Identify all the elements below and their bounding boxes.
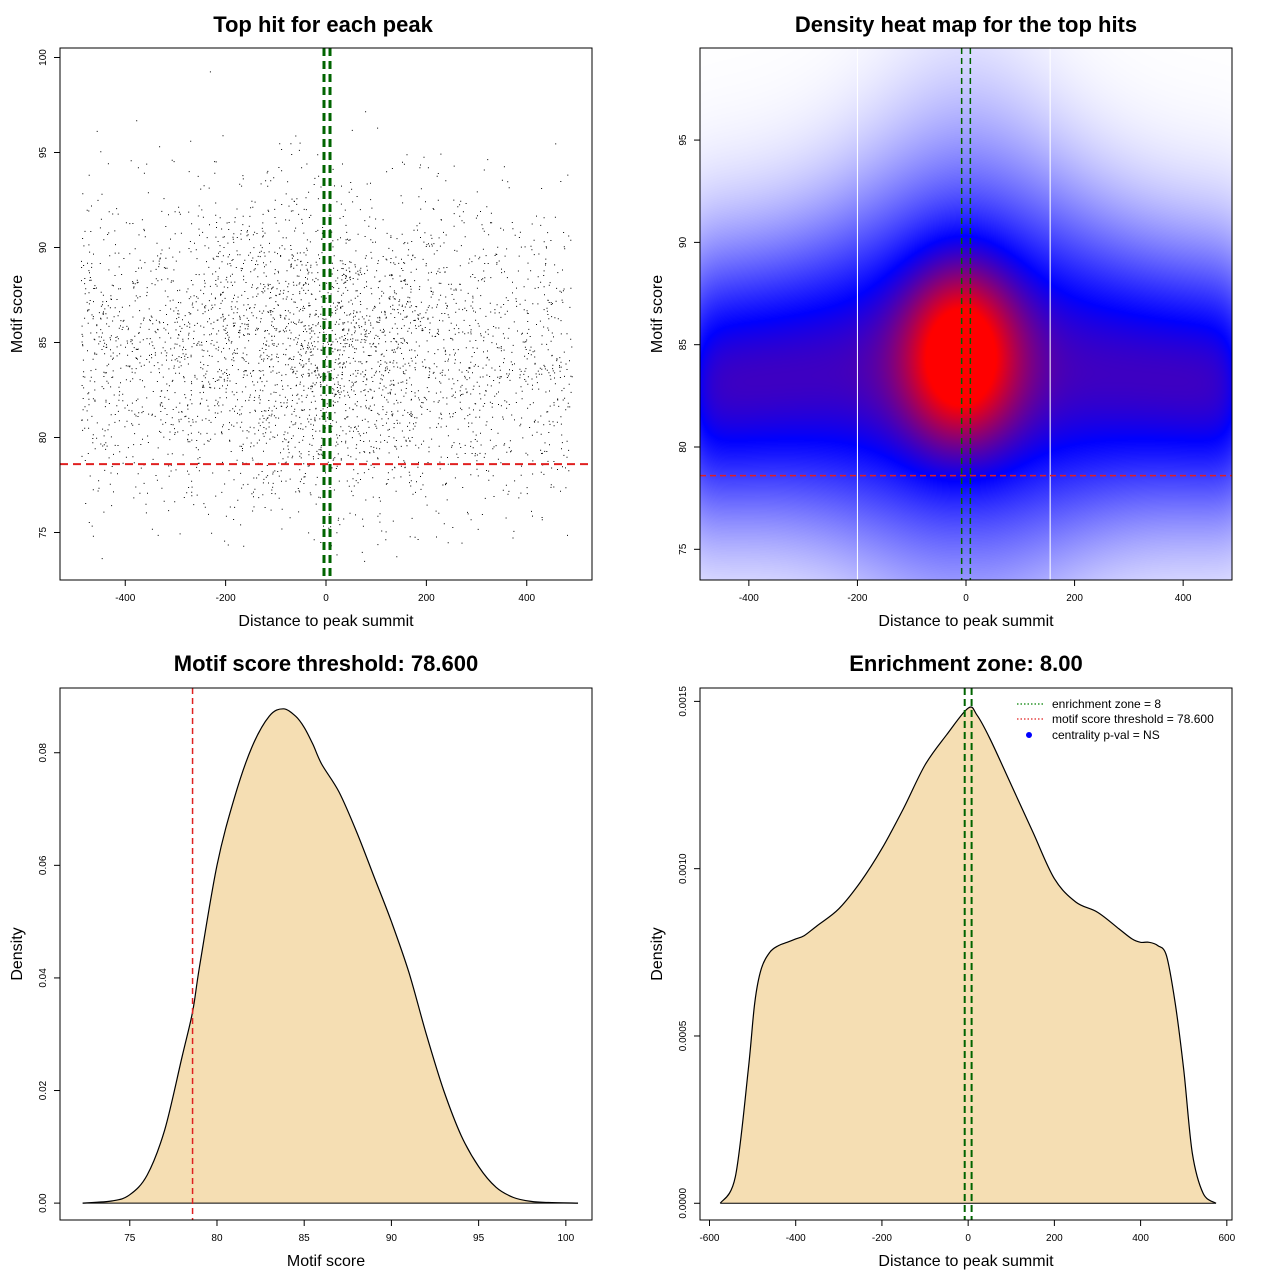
score-density-fill	[82, 708, 578, 1204]
heatmap-x-tick-label: -200	[847, 593, 867, 604]
scatter-x-axis: -400 -200 0 200 400	[115, 579, 536, 604]
scatter-x-tick-label: 400	[518, 593, 535, 604]
distance-density-x-tick-label: -200	[872, 1233, 892, 1244]
scatter-points	[81, 71, 573, 562]
score-density-y-tick-label: 0.04	[38, 968, 49, 988]
distance-density-y-tick-label: 0.0000	[678, 1188, 689, 1219]
legend-label-enrichment-zone: enrichment zone = 8	[1052, 697, 1161, 711]
distance-density-fill	[720, 706, 1216, 1204]
heatmap-x-tick-label: -400	[739, 593, 759, 604]
score-density-y-tick-label: 0.06	[38, 855, 49, 875]
scatter-y-label: Motif score	[9, 275, 26, 353]
heatmap-canvas	[700, 48, 1232, 580]
distance-density-x-tick-label: 0	[965, 1233, 971, 1244]
scatter-y-axis: 75 80 85 90 95 100	[38, 49, 61, 539]
distance-density-y-tick-label: 0.0015	[678, 686, 689, 717]
heatmap-canvas-holder	[700, 48, 1232, 580]
distance-density-y-label: Density	[649, 927, 666, 980]
score-density-x-label: Motif score	[287, 1253, 365, 1270]
heatmap-y-label: Motif score	[649, 275, 666, 353]
scatter-x-label: Distance to peak summit	[238, 613, 414, 630]
score-density-x-axis: 75 80 85 90 95 100	[124, 1219, 575, 1244]
panel-heatmap: Density heat map for the top hits -400 -2…	[649, 12, 1233, 630]
panel-scatter: Top hit for each peak -400 -200 0 200 400 75…	[9, 12, 593, 630]
distance-density-y-tick-label: 0.0005	[678, 1020, 689, 1051]
scatter-y-tick-label: 95	[38, 147, 49, 159]
distance-density-curve	[719, 706, 1217, 1204]
scatter-y-tick-label: 90	[38, 242, 49, 254]
scatter-point-cloud	[81, 71, 573, 562]
heatmap-x-tick-label: 0	[963, 593, 969, 604]
distance-density-title: Enrichment zone: 8.00	[849, 651, 1083, 676]
distance-density-x-label: Distance to peak summit	[878, 1253, 1054, 1270]
scatter-y-tick-label: 85	[38, 337, 49, 349]
heatmap-y-tick-label: 80	[678, 441, 689, 453]
heatmap-y-tick-label: 90	[678, 236, 689, 248]
scatter-x-tick-label: 0	[323, 593, 329, 604]
score-density-y-axis: 0.00 0.02 0.04 0.06 0.08	[38, 743, 61, 1213]
distance-density-x-tick-label: 400	[1132, 1233, 1149, 1244]
distance-density-x-tick-label: 200	[1046, 1233, 1063, 1244]
score-density-area	[82, 688, 579, 1220]
scatter-title: Top hit for each peak	[213, 12, 433, 37]
distance-density-x-tick-label: -400	[786, 1233, 806, 1244]
scatter-y-tick-label: 75	[38, 527, 49, 539]
heatmap-reference-lines	[700, 48, 1232, 580]
scatter-x-tick-label: 200	[418, 593, 435, 604]
score-density-y-tick-label: 0.08	[38, 743, 49, 763]
legend-label-centrality: centrality p-val = NS	[1052, 728, 1160, 742]
score-density-title: Motif score threshold: 78.600	[174, 651, 478, 676]
legend-label-threshold: motif score threshold = 78.600	[1052, 712, 1214, 726]
distance-density-reference-lines	[720, 688, 1217, 1220]
heatmap-y-tick-label: 85	[678, 339, 689, 351]
distance-density-y-axis: 0.0000 0.0005 0.0010 0.0015	[678, 686, 701, 1219]
distance-density-x-tick-label: 600	[1218, 1233, 1235, 1244]
heatmap-x-tick-label: 400	[1175, 593, 1192, 604]
score-density-y-label: Density	[9, 927, 26, 980]
score-density-x-tick-label: 75	[124, 1233, 136, 1244]
heatmap-x-tick-label: 200	[1066, 593, 1083, 604]
distance-density-x-tick-label: -600	[699, 1233, 719, 1244]
heatmap-x-label: Distance to peak summit	[878, 613, 1054, 630]
scatter-x-tick-label: -200	[216, 593, 236, 604]
heatmap-area	[700, 48, 1232, 580]
score-density-x-tick-label: 85	[299, 1233, 311, 1244]
scatter-x-tick-label: -400	[115, 593, 135, 604]
heatmap-y-tick-label: 75	[678, 543, 689, 555]
legend-point-centrality	[1026, 732, 1032, 738]
score-density-reference-lines	[82, 688, 579, 1220]
score-density-x-tick-label: 80	[211, 1233, 223, 1244]
legend: enrichment zone = 8 motif score threshol…	[1017, 697, 1214, 742]
distance-density-x-axis: -600 -400 -200 0 200 400 600	[699, 1219, 1236, 1244]
score-density-y-tick-label: 0.00	[38, 1193, 49, 1213]
scatter-y-tick-label: 100	[38, 49, 49, 66]
score-density-curve	[82, 708, 579, 1204]
scatter-y-tick-label: 80	[38, 432, 49, 444]
distance-density-y-tick-label: 0.0010	[678, 853, 689, 884]
distance-density-area	[719, 688, 1217, 1220]
score-density-x-tick-label: 90	[386, 1233, 398, 1244]
heatmap-title: Density heat map for the top hits	[795, 12, 1137, 37]
panel-score-density: Motif score threshold: 78.600 75 80 85 90 95…	[9, 651, 593, 1270]
score-density-y-tick-label: 0.02	[38, 1080, 49, 1100]
scatter-plot-frame	[59, 47, 593, 581]
score-density-x-tick-label: 95	[473, 1233, 485, 1244]
score-density-x-tick-label: 100	[557, 1233, 574, 1244]
scatter-reference-lines	[60, 48, 592, 580]
heatmap-y-tick-label: 95	[678, 134, 689, 146]
heatmap-y-axis: 75 80 85 90 95	[678, 134, 701, 555]
heatmap-x-axis: -400 -200 0 200 400	[739, 579, 1192, 604]
panel-distance-density: Enrichment zone: 8.00 -600 -400 -200 0 200 40…	[649, 651, 1236, 1270]
